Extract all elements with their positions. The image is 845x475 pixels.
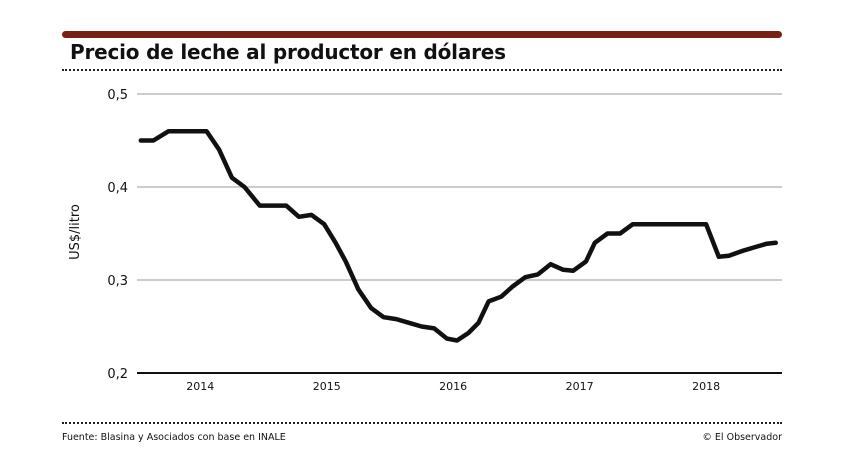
y-tick-label: 0,4: [107, 181, 128, 196]
x-tick-label: 2018: [692, 380, 720, 393]
x-tick-label: 2017: [566, 380, 594, 393]
x-tick-label: 2014: [186, 380, 214, 393]
credit-note: © El Observador: [702, 432, 782, 443]
y-tick-label: 0,3: [107, 274, 128, 289]
y-tick-label: 0,2: [107, 367, 128, 382]
x-tick-label: 2015: [313, 380, 341, 393]
bottom-dotted-divider: [62, 422, 782, 424]
x-tick-labels: 2014 2015 2016 2017 2018: [186, 380, 720, 393]
y-tick-label: 0,5: [107, 88, 128, 103]
series-line: [138, 128, 778, 343]
gridlines: [137, 93, 782, 374]
header-bar: [62, 31, 782, 38]
x-tick-label: 2016: [439, 380, 467, 393]
chart-title: Precio de leche al productor en dólares: [70, 40, 506, 64]
y-axis-label: US$/litro: [68, 204, 83, 260]
top-dotted-divider: [62, 69, 782, 71]
y-tick-labels: 0,2 0,3 0,4 0,5: [107, 88, 128, 382]
source-note: Fuente: Blasina y Asociados con base en …: [62, 432, 286, 443]
